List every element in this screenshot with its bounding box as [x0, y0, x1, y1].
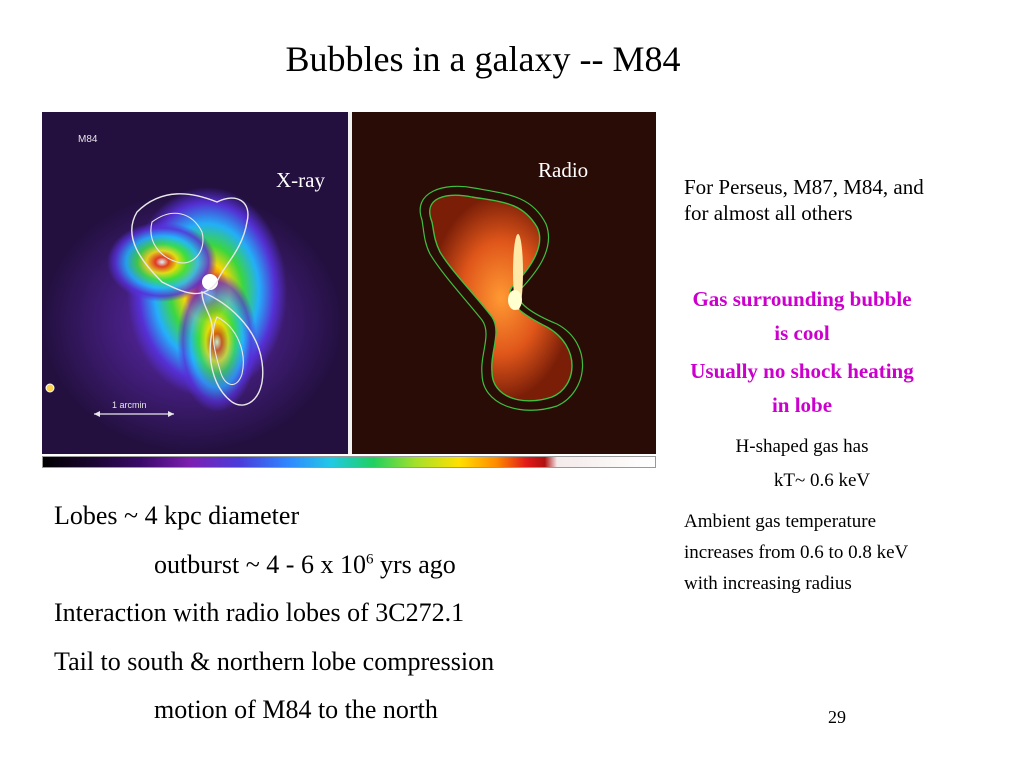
xray-image-panel: M84 1 arcmin X-ray: [42, 112, 348, 454]
h-shaped-line-2: kT~ 0.6 keV: [773, 470, 871, 491]
object-tag: M84: [78, 134, 98, 145]
outburst-suffix: yrs ago: [373, 549, 456, 579]
highlight-no-shock: Usually no shock heating in lobe: [690, 359, 914, 417]
bullet-tail: Tail to south & northern lobe compressio…: [54, 646, 495, 676]
ambient-gas-note: Ambient gas temperature increases from 0…: [684, 511, 908, 594]
outburst-text: outburst ~ 4 - 6 x 10: [154, 549, 366, 579]
highlight-cool-gas: Gas surrounding bubble is cool: [692, 287, 912, 345]
m84-figure: M84 1 arcmin X-ray Radio: [42, 112, 656, 468]
bullet-outburst: outburst ~ 4 - 6 x 106 yrs ago: [54, 541, 494, 590]
h-shaped-line-1: H-shaped gas has: [735, 436, 869, 457]
radio-image-panel: Radio: [352, 112, 656, 454]
sidebar-intro-text: For Perseus, M87, M84, and for almost al…: [684, 175, 924, 225]
xray-label: X-ray: [276, 168, 325, 192]
color-scale-bar: [42, 456, 656, 468]
page-number: 29: [828, 707, 846, 727]
h-shaped-gas-note: H-shaped gas has kT~ 0.6 keV: [684, 430, 920, 498]
bullet-motion: motion of M84 to the north: [154, 695, 438, 724]
panel-divider: [348, 112, 352, 454]
radio-image: [419, 185, 584, 411]
bullet-interaction: Interaction with radio lobes of 3C272.1: [54, 598, 465, 627]
slide-title: Bubbles in a galaxy -- M84: [285, 39, 681, 79]
xray-image: [42, 187, 342, 452]
radio-label: Radio: [538, 158, 589, 182]
outburst-exponent: 6: [365, 550, 374, 567]
bullet-lobes: Lobes ~ 4 kpc diameter: [54, 501, 300, 530]
scale-bar-label: 1 arcmin: [112, 400, 147, 410]
bullet-text-block: Lobes ~ 4 kpc diameter outburst ~ 4 - 6 …: [54, 492, 494, 735]
